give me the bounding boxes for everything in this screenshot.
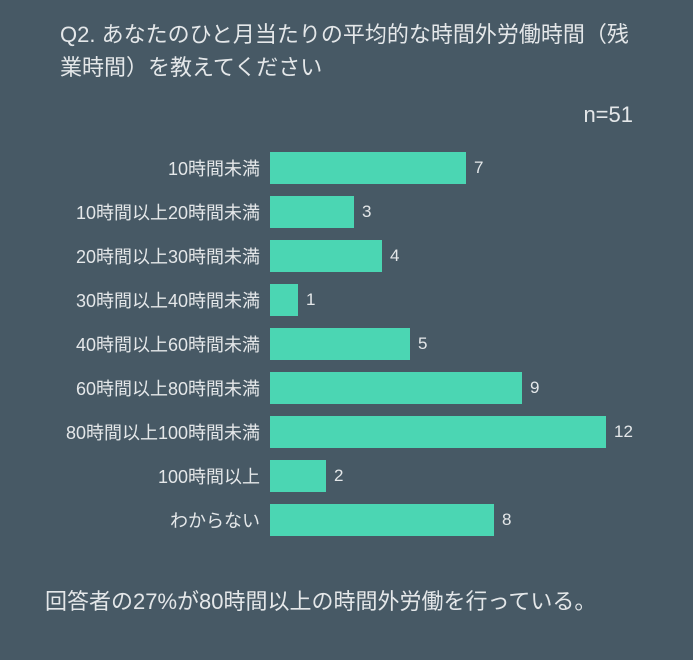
bar-area: 5	[270, 328, 633, 360]
value-label: 2	[334, 466, 343, 486]
bar	[270, 504, 494, 536]
bar-row: 10時間未満 7	[40, 146, 633, 190]
value-label: 9	[530, 378, 539, 398]
bar-row: 60時間以上80時間未満 9	[40, 366, 633, 410]
value-label: 4	[390, 246, 399, 266]
value-label: 12	[614, 422, 633, 442]
bar-row: 30時間以上40時間未満 1	[40, 278, 633, 322]
bar	[270, 196, 354, 228]
bar-row: わからない 8	[40, 498, 633, 542]
bar-row: 40時間以上60時間未満 5	[40, 322, 633, 366]
category-label: わからない	[40, 507, 270, 533]
footer-note: 回答者の27%が80時間以上の時間外労働を行っている。	[45, 584, 663, 616]
value-label: 8	[502, 510, 511, 530]
category-label: 40時間以上60時間未満	[40, 331, 270, 357]
bar	[270, 240, 382, 272]
bar	[270, 152, 466, 184]
category-label: 100時間以上	[40, 463, 270, 489]
value-label: 1	[306, 290, 315, 310]
bar	[270, 284, 298, 316]
bar	[270, 372, 522, 404]
bar-area: 3	[270, 196, 633, 228]
bar-area: 4	[270, 240, 633, 272]
bar	[270, 460, 326, 492]
category-label: 20時間以上30時間未満	[40, 243, 270, 269]
bar-area: 2	[270, 460, 633, 492]
value-label: 7	[474, 158, 483, 178]
bar-chart: 10時間未満 7 10時間以上20時間未満 3 20時間以上30時間未満 4 30時間以上4…	[40, 146, 633, 542]
category-label: 30時間以上40時間未満	[40, 287, 270, 313]
category-label: 10時間以上20時間未満	[40, 199, 270, 225]
chart-title: Q2. あなたのひと月当たりの平均的な時間外労働時間（残業時間）を教えてください	[60, 18, 643, 84]
category-label: 80時間以上100時間未満	[40, 419, 270, 445]
bar-area: 7	[270, 152, 633, 184]
category-label: 60時間以上80時間未満	[40, 375, 270, 401]
bar-area: 9	[270, 372, 633, 404]
bar-area: 1	[270, 284, 633, 316]
sample-size-label: n=51	[583, 102, 633, 128]
value-label: 3	[362, 202, 371, 222]
bar-area: 8	[270, 504, 633, 536]
value-label: 5	[418, 334, 427, 354]
bar-row: 10時間以上20時間未満 3	[40, 190, 633, 234]
bar	[270, 416, 606, 448]
bar-row: 100時間以上 2	[40, 454, 633, 498]
bar-row: 20時間以上30時間未満 4	[40, 234, 633, 278]
bar	[270, 328, 410, 360]
chart-container: Q2. あなたのひと月当たりの平均的な時間外労働時間（残業時間）を教えてください…	[0, 0, 693, 660]
category-label: 10時間未満	[40, 155, 270, 181]
bar-row: 80時間以上100時間未満 12	[40, 410, 633, 454]
bar-area: 12	[270, 416, 633, 448]
